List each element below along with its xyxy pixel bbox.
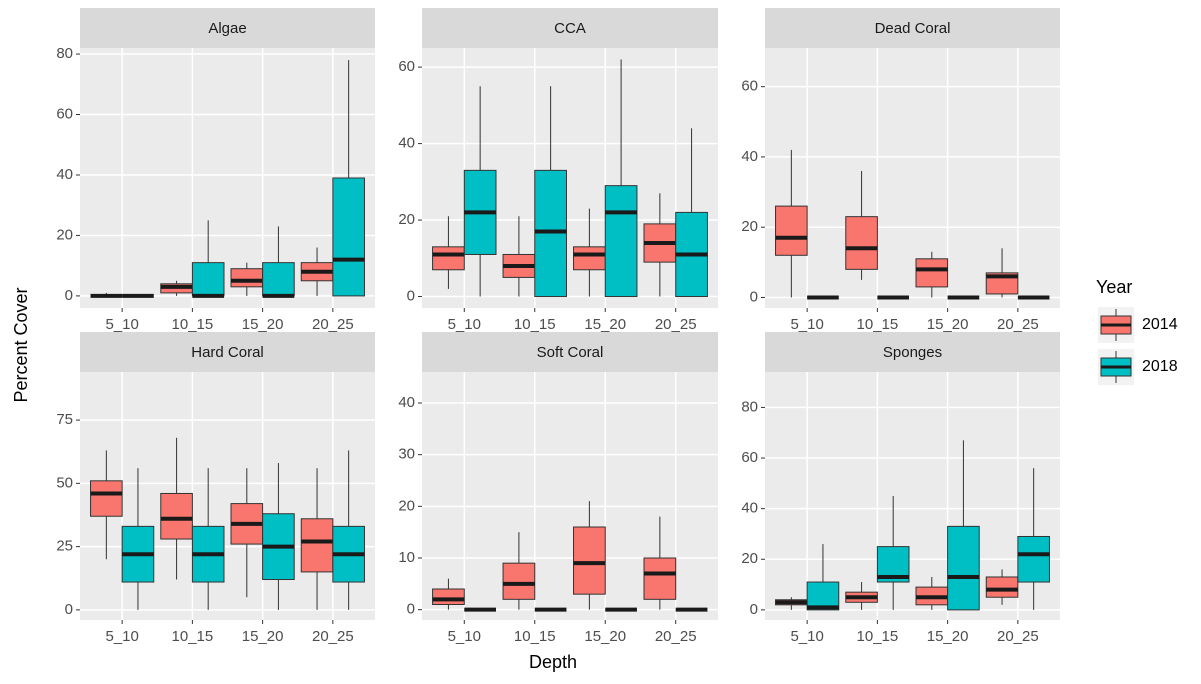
- box: [432, 588, 465, 605]
- x-tick-label: 10_15: [172, 316, 214, 333]
- box: [775, 205, 808, 256]
- box: [947, 525, 980, 611]
- y-tick-label: 25: [56, 538, 73, 555]
- box: [573, 246, 606, 271]
- y-tick-label: 0: [750, 288, 758, 305]
- y-tick-label: 60: [56, 105, 73, 122]
- box: [643, 557, 677, 600]
- strip: [80, 332, 375, 372]
- y-tick-label: 20: [741, 218, 758, 235]
- legend-label: 2018: [1142, 358, 1178, 375]
- panel-title: Soft Coral: [537, 344, 604, 361]
- box: [262, 262, 295, 297]
- x-tick-label: 5_10: [448, 628, 481, 645]
- box: [985, 576, 1019, 598]
- x-tick-label: 20_25: [312, 628, 354, 645]
- y-tick-label: 80: [741, 398, 758, 415]
- strip: [765, 332, 1060, 372]
- box: [230, 268, 264, 288]
- box: [332, 177, 365, 297]
- strip: [765, 8, 1060, 48]
- strip: [80, 8, 375, 48]
- y-tick-label: 20: [741, 550, 758, 567]
- panel-title: Algae: [208, 20, 246, 37]
- x-tick-label: 5_10: [105, 628, 138, 645]
- legend-label: 2014: [1142, 316, 1178, 333]
- panel-background: [80, 372, 375, 620]
- x-tick-label: 20_25: [997, 316, 1039, 333]
- y-tick-label: 60: [741, 78, 758, 95]
- x-tick-label: 15_20: [927, 628, 969, 645]
- x-tick-label: 5_10: [790, 316, 823, 333]
- y-tick-label: 50: [56, 474, 73, 491]
- y-tick-label: 30: [398, 446, 415, 463]
- x-tick-label: 10_15: [857, 628, 899, 645]
- x-tick-label: 5_10: [105, 316, 138, 333]
- box: [915, 258, 949, 288]
- y-tick-label: 60: [741, 449, 758, 466]
- x-tick-label: 10_15: [857, 316, 899, 333]
- y-tick-label: 0: [407, 601, 415, 618]
- y-tick-label: 40: [398, 394, 415, 411]
- y-tick-label: 20: [398, 497, 415, 514]
- y-tick-label: 20: [398, 211, 415, 228]
- x-tick-label: 20_25: [655, 316, 697, 333]
- box: [432, 246, 465, 271]
- strip: [422, 332, 718, 372]
- x-tick-label: 20_25: [655, 628, 697, 645]
- x-tick-label: 15_20: [927, 316, 969, 333]
- panel-title: Sponges: [883, 344, 942, 361]
- box: [502, 562, 536, 600]
- y-tick-label: 40: [741, 148, 758, 165]
- x-tick-label: 20_25: [312, 316, 354, 333]
- x-tick-label: 10_15: [172, 628, 214, 645]
- panel-title: Hard Coral: [191, 344, 264, 361]
- y-tick-label: 75: [56, 411, 73, 428]
- box: [604, 185, 638, 298]
- box: [191, 262, 225, 297]
- y-tick-label: 40: [398, 135, 415, 152]
- y-tick-label: 0: [65, 601, 73, 618]
- x-tick-label: 10_15: [514, 316, 556, 333]
- x-tick-label: 10_15: [514, 628, 556, 645]
- y-tick-label: 0: [407, 287, 415, 304]
- box: [1017, 535, 1050, 583]
- y-axis-label: Percent Cover: [11, 287, 31, 402]
- x-tick-label: 20_25: [997, 628, 1039, 645]
- y-tick-label: 0: [750, 601, 758, 618]
- box: [845, 216, 878, 270]
- x-tick-label: 5_10: [790, 628, 823, 645]
- y-tick-label: 10: [398, 549, 415, 566]
- x-tick-label: 15_20: [584, 316, 626, 333]
- panel-title: Dead Coral: [875, 20, 951, 37]
- x-axis-label: Depth: [529, 652, 577, 672]
- x-tick-label: 15_20: [584, 628, 626, 645]
- x-tick-label: 15_20: [242, 316, 284, 333]
- y-tick-label: 0: [65, 287, 73, 304]
- y-tick-label: 60: [398, 58, 415, 75]
- y-tick-label: 20: [56, 226, 73, 243]
- x-tick-label: 15_20: [242, 628, 284, 645]
- panel-background: [765, 48, 1060, 308]
- box: [573, 526, 606, 595]
- x-tick-label: 5_10: [448, 316, 481, 333]
- box: [90, 480, 123, 517]
- y-tick-label: 40: [741, 500, 758, 517]
- y-tick-label: 40: [56, 166, 73, 183]
- box: [806, 581, 840, 611]
- box: [160, 492, 193, 540]
- box: [300, 518, 334, 573]
- strip: [422, 8, 718, 48]
- y-tick-label: 80: [56, 45, 73, 62]
- panel-title: CCA: [554, 20, 586, 37]
- legend-title: Year: [1096, 277, 1132, 297]
